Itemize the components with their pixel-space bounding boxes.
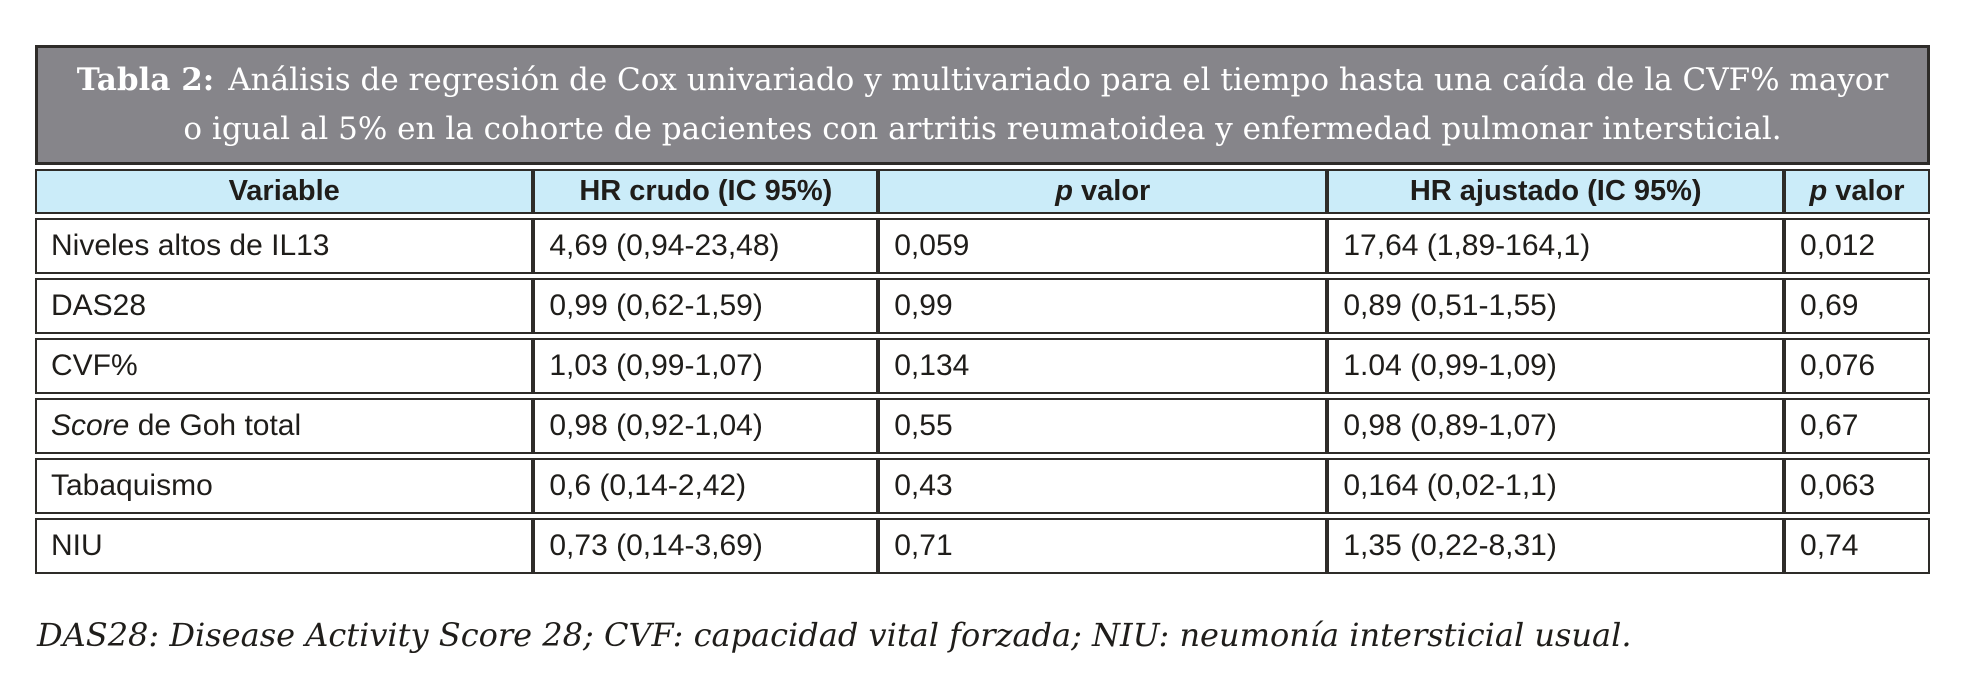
table-header: Variable HR crudo (IC 95%) p valor HR aj… xyxy=(35,169,1930,214)
cell-p-crudo: 0,43 xyxy=(878,458,1328,514)
table-body: Niveles altos de IL13 4,69 (0,94-23,48) … xyxy=(35,218,1930,574)
column-header-p-ajustado-italic: p xyxy=(1809,175,1828,207)
cell-hr-ajustado: 1.04 (0,99-1,09) xyxy=(1327,338,1785,394)
table-title-line-2: o igual al 5% en la cohorte de pacientes… xyxy=(183,111,1782,147)
table-row: DAS28 0,99 (0,62-1,59) 0,99 0,89 (0,51-1… xyxy=(35,278,1930,334)
column-header-hr-crudo: HR crudo (IC 95%) xyxy=(533,169,879,214)
table-footnote: DAS28: Disease Activity Score 28; CVF: c… xyxy=(37,616,1632,654)
cell-p-crudo: 0,134 xyxy=(878,338,1328,394)
cell-p-ajustado: 0,063 xyxy=(1784,458,1930,514)
cell-p-ajustado: 0,012 xyxy=(1784,218,1930,274)
cell-hr-crudo: 4,69 (0,94-23,48) xyxy=(533,218,879,274)
cell-p-crudo: 0,71 xyxy=(878,518,1328,574)
cell-hr-crudo: 0,73 (0,14-3,69) xyxy=(533,518,879,574)
cell-p-crudo: 0,99 xyxy=(878,278,1328,334)
cell-hr-ajustado: 1,35 (0,22-8,31) xyxy=(1327,518,1785,574)
column-header-p-crudo-label: valor xyxy=(1072,175,1151,207)
column-header-p-ajustado-label: valor xyxy=(1827,175,1905,207)
cell-hr-crudo: 0,99 (0,62-1,59) xyxy=(533,278,879,334)
column-header-hr-ajustado: HR ajustado (IC 95%) xyxy=(1327,169,1785,214)
cell-p-crudo: 0,55 xyxy=(878,398,1328,454)
document-page: Tabla 2: Análisis de regresión de Cox uni… xyxy=(35,45,1930,654)
table-row: Niveles altos de IL13 4,69 (0,94-23,48) … xyxy=(35,218,1930,274)
table-row: CVF% 1,03 (0,99-1,07) 0,134 1.04 (0,99-1… xyxy=(35,338,1930,394)
column-header-variable: Variable xyxy=(35,169,534,214)
table-title-text-1: Análisis de regresión de Cox univariado … xyxy=(228,62,1889,98)
table-row: NIU 0,73 (0,14-3,69) 0,71 1,35 (0,22-8,3… xyxy=(35,518,1930,574)
cell-variable-text: de Goh total xyxy=(129,409,302,442)
cell-hr-crudo: 1,03 (0,99-1,07) xyxy=(533,338,879,394)
table-title-line-1: Tabla 2: Análisis de regresión de Cox uni… xyxy=(48,56,1917,105)
cell-p-crudo: 0,059 xyxy=(878,218,1328,274)
cell-p-ajustado: 0,67 xyxy=(1784,398,1930,454)
cell-variable: Tabaquismo xyxy=(35,458,534,514)
cell-variable-text: CVF% xyxy=(51,349,138,382)
column-header-p-ajustado: p valor xyxy=(1784,169,1930,214)
column-header-variable-label: Variable xyxy=(228,175,340,207)
table-row: Tabaquismo 0,6 (0,14-2,42) 0,43 0,164 (0… xyxy=(35,458,1930,514)
column-header-hr-crudo-label: HR crudo (IC 95%) xyxy=(579,175,833,207)
cell-hr-ajustado: 0,89 (0,51-1,55) xyxy=(1327,278,1785,334)
header-row: Variable HR crudo (IC 95%) p valor HR aj… xyxy=(35,169,1930,214)
cell-hr-ajustado: 0,98 (0,89-1,07) xyxy=(1327,398,1785,454)
column-header-p-crudo-italic: p xyxy=(1055,175,1073,207)
cell-variable-text: NIU xyxy=(51,529,103,562)
cell-variable-text: Tabaquismo xyxy=(51,469,213,502)
cell-hr-crudo: 0,6 (0,14-2,42) xyxy=(533,458,879,514)
cell-variable: Score de Goh total xyxy=(35,398,534,454)
cell-variable-text: Niveles altos de IL13 xyxy=(51,229,330,262)
column-header-p-crudo: p valor xyxy=(878,169,1328,214)
cell-p-ajustado: 0,69 xyxy=(1784,278,1930,334)
cell-hr-crudo: 0,98 (0,92-1,04) xyxy=(533,398,879,454)
cell-p-ajustado: 0,076 xyxy=(1784,338,1930,394)
cell-variable: DAS28 xyxy=(35,278,534,334)
table-number-label: Tabla 2: xyxy=(76,62,215,98)
table-row: Score de Goh total 0,98 (0,92-1,04) 0,55… xyxy=(35,398,1930,454)
column-header-hr-ajustado-label: HR ajustado (IC 95%) xyxy=(1409,175,1702,207)
cell-variable: CVF% xyxy=(35,338,534,394)
cell-variable-italic: Score xyxy=(51,409,130,442)
cell-variable-text: DAS28 xyxy=(51,289,147,322)
cell-variable: NIU xyxy=(35,518,534,574)
cell-p-ajustado: 0,74 xyxy=(1784,518,1930,574)
cell-variable: Niveles altos de IL13 xyxy=(35,218,534,274)
table-title-bar: Tabla 2: Análisis de regresión de Cox uni… xyxy=(35,45,1930,165)
cell-hr-ajustado: 17,64 (1,89-164,1) xyxy=(1327,218,1785,274)
regression-table: Variable HR crudo (IC 95%) p valor HR aj… xyxy=(35,165,1930,578)
cell-hr-ajustado: 0,164 (0,02-1,1) xyxy=(1327,458,1785,514)
